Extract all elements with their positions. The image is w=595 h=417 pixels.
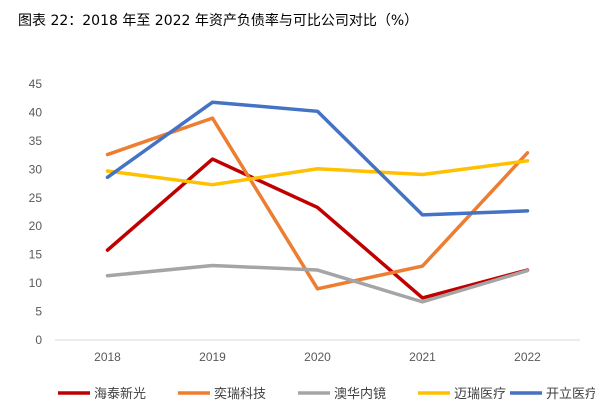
- series-line-5: [105, 100, 530, 217]
- y-tick-label: 25: [29, 191, 43, 205]
- y-tick-label: 40: [29, 105, 43, 119]
- y-tick-label: 30: [29, 162, 43, 176]
- y-axis-ticks: 0 5 10 15 20 25 30 35 40 45: [29, 77, 43, 347]
- series-line-2: [105, 116, 530, 291]
- x-tick-label: 2020: [304, 350, 331, 364]
- series-lines: [105, 100, 530, 304]
- y-tick-label: 45: [29, 77, 43, 91]
- y-tick-label: 10: [29, 276, 43, 290]
- y-tick-label: 20: [29, 219, 43, 233]
- x-tick-label: 2019: [199, 350, 226, 364]
- series-line-4: [105, 159, 530, 187]
- x-tick-label: 2022: [514, 350, 541, 364]
- legend-label: 开立医疗: [546, 387, 595, 402]
- series-line-1: [105, 157, 530, 300]
- x-axis-ticks: 2018 2019 2020 2021 2022: [94, 350, 541, 364]
- legend-label: 奕瑞科技: [214, 386, 266, 402]
- legend-label: 澳华内镜: [334, 386, 386, 402]
- chart-title: 图表 22：2018 年至 2022 年资产负债率与可比公司对比（%）: [18, 13, 419, 29]
- x-tick-label: 2021: [409, 350, 436, 364]
- series-line-3: [105, 263, 530, 304]
- y-tick-label: 0: [35, 333, 42, 347]
- y-tick-label: 15: [29, 248, 43, 262]
- legend-label: 迈瑞医疗: [454, 387, 506, 402]
- y-tick-label: 35: [29, 134, 43, 148]
- x-tick-label: 2018: [94, 350, 121, 364]
- legend-label: 海泰新光: [94, 386, 146, 402]
- legend: 海泰新光 奕瑞科技 澳华内镜 迈瑞医疗 开立医疗: [58, 386, 595, 402]
- y-tick-label: 5: [35, 305, 42, 319]
